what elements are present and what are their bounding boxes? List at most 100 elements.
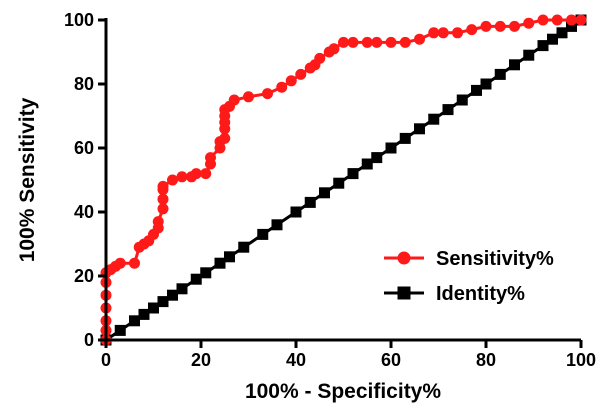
data-point-sensitivity (167, 174, 178, 186)
x-tick-label: 40 (286, 350, 306, 370)
data-point-identity (148, 302, 159, 314)
y-tick-label: 100 (64, 10, 94, 30)
data-point-sensitivity (157, 180, 169, 192)
data-point-sensitivity (537, 14, 549, 26)
data-point-sensitivity (176, 171, 188, 183)
data-point-sensitivity (276, 81, 288, 93)
data-point-sensitivity (428, 27, 440, 39)
data-point-identity (157, 296, 169, 308)
data-point-sensitivity (494, 20, 506, 32)
data-point-sensitivity (575, 14, 587, 26)
legend-marker-identity (397, 286, 411, 300)
data-point-identity (224, 251, 235, 263)
data-point-identity (442, 104, 454, 116)
legend-label-sensitivity: Sensitivity% (436, 248, 554, 270)
data-point-identity (480, 78, 492, 90)
data-point-identity (138, 308, 150, 320)
data-point-identity (556, 27, 568, 39)
data-point-identity (414, 123, 425, 135)
x-tick-label: 0 (101, 350, 111, 370)
data-point-identity (238, 241, 250, 253)
y-axis-title: 100% Sensitivity (16, 97, 39, 262)
data-point-identity (190, 273, 202, 285)
data-point-sensitivity (314, 52, 326, 64)
data-point-identity (371, 152, 383, 164)
data-point-identity (385, 142, 397, 154)
data-point-identity (333, 177, 345, 189)
legend-item-sensitivity: Sensitivity% (384, 248, 554, 270)
data-point-identity (129, 315, 140, 327)
data-point-sensitivity (347, 36, 359, 48)
data-point-sensitivity (200, 168, 212, 180)
data-point-identity (114, 324, 126, 336)
x-tick-label: 80 (476, 350, 496, 370)
data-point-identity (271, 219, 283, 231)
y-tick-label: 0 (84, 330, 94, 350)
data-point-sensitivity (228, 94, 240, 106)
data-point-sensitivity (361, 36, 373, 48)
data-point-sensitivity (205, 152, 216, 164)
y-tick-label: 40 (74, 202, 94, 222)
data-point-sensitivity (566, 14, 577, 26)
data-point-sensitivity (480, 20, 492, 32)
legend-item-identity: Identity% (384, 283, 525, 305)
data-point-sensitivity (385, 36, 397, 48)
x-tick-label: 60 (381, 350, 401, 370)
data-point-sensitivity (157, 193, 169, 205)
data-point-sensitivity (399, 36, 411, 48)
data-point-sensitivity (295, 68, 307, 80)
x-tick-label: 100 (566, 350, 596, 370)
data-point-identity (257, 228, 269, 240)
data-point-identity (361, 158, 373, 170)
legend-label-identity: Identity% (436, 283, 525, 305)
data-point-sensitivity (152, 216, 164, 228)
data-point-identity (428, 113, 440, 125)
legend: Sensitivity% Identity% (384, 248, 554, 305)
series-layer (100, 14, 587, 346)
data-point-sensitivity (371, 36, 383, 48)
data-point-identity (176, 283, 188, 295)
data-point-sensitivity (414, 33, 425, 45)
data-point-identity (319, 187, 330, 199)
x-axis-title: 100% - Specificity% (245, 380, 441, 403)
data-point-sensitivity (129, 257, 140, 269)
data-point-sensitivity (157, 203, 169, 215)
y-tick-label: 20 (74, 266, 94, 286)
data-point-sensitivity (466, 24, 478, 36)
data-point-sensitivity (219, 132, 231, 144)
data-point-sensitivity (243, 91, 254, 103)
data-point-sensitivity (190, 168, 202, 180)
data-point-identity (290, 206, 302, 218)
data-point-identity (456, 94, 468, 106)
data-point-identity (347, 168, 359, 180)
data-point-sensitivity (285, 75, 297, 87)
data-point-identity (471, 84, 482, 96)
data-point-sensitivity (338, 36, 349, 48)
data-point-sensitivity (114, 257, 126, 269)
data-point-sensitivity (437, 27, 449, 39)
series-sensitivity (100, 14, 587, 346)
data-point-sensitivity (452, 27, 463, 39)
data-point-identity (214, 257, 226, 269)
data-point-sensitivity (551, 14, 563, 26)
data-point-identity (509, 59, 520, 71)
data-point-identity (167, 289, 178, 301)
data-point-identity (566, 20, 577, 32)
data-point-sensitivity (262, 88, 273, 100)
data-point-identity (523, 49, 535, 61)
data-point-identity (399, 132, 411, 144)
y-tick-label: 80 (74, 74, 94, 94)
x-tick-label: 20 (191, 350, 211, 370)
data-point-identity (200, 267, 212, 279)
data-point-identity (547, 33, 558, 45)
data-point-sensitivity (523, 17, 535, 29)
data-point-sensitivity (328, 43, 340, 55)
y-tick-label: 60 (74, 138, 94, 158)
ticks-layer: 0 20 40 60 80 100 0 20 40 60 80 100 (64, 10, 596, 370)
data-point-sensitivity (509, 20, 520, 32)
legend-marker-sensitivity (397, 251, 411, 265)
data-point-identity (494, 68, 506, 80)
axes-layer (104, 18, 581, 342)
data-point-identity (537, 40, 549, 52)
